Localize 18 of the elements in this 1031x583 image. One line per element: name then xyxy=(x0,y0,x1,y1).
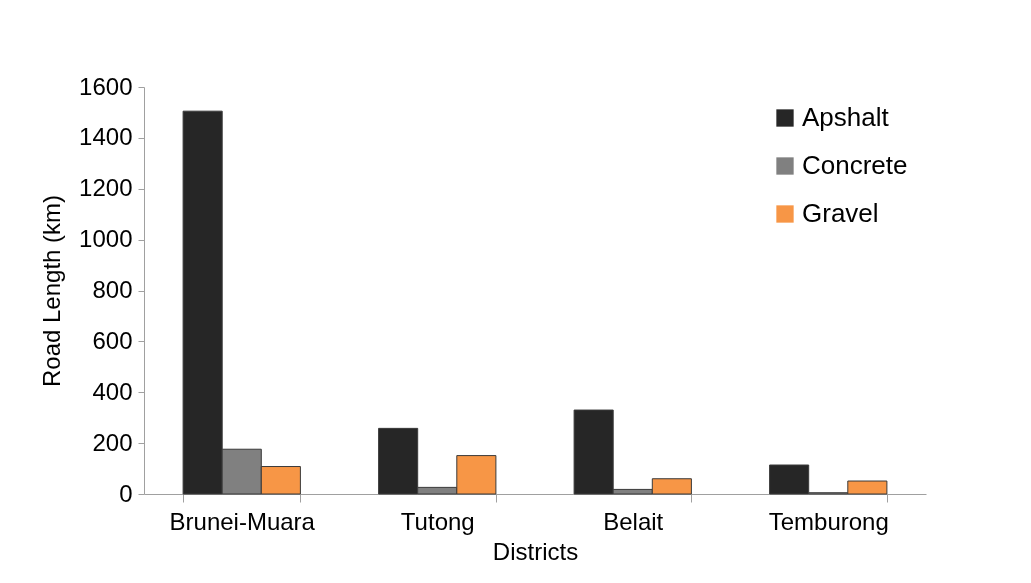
legend-label: Concrete xyxy=(802,150,908,180)
y-tick-label: 200 xyxy=(92,428,133,456)
legend-label: Gravel xyxy=(802,198,879,228)
y-tick-label: 1200 xyxy=(79,174,133,202)
y-tick-label: 400 xyxy=(92,377,133,405)
y-tick-label: 600 xyxy=(92,326,133,354)
x-tick-label: Belait xyxy=(603,507,664,535)
x-tick-label: Brunei-Muara xyxy=(169,507,316,535)
legend-label: Apshalt xyxy=(802,102,890,132)
x-tick-label: Tutong xyxy=(400,507,475,535)
y-tick-label: 800 xyxy=(92,276,133,303)
y-tick-label: 1000 xyxy=(79,225,133,253)
y-tick-label: 0 xyxy=(119,479,133,507)
y-tick-label: 1600 xyxy=(79,72,133,100)
y-tick-label: 1400 xyxy=(79,123,133,151)
x-axis-title: Districts xyxy=(492,537,579,565)
x-tick-label: Temburong xyxy=(768,507,889,535)
y-axis-title: Road Length (km) xyxy=(38,194,66,388)
